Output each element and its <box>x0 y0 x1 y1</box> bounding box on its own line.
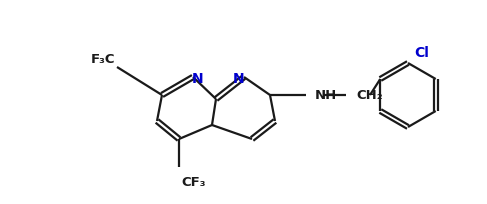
Text: NH: NH <box>315 89 337 102</box>
Text: F₃C: F₃C <box>91 53 115 66</box>
Text: N: N <box>233 72 245 86</box>
Text: N: N <box>192 72 204 86</box>
Text: CH₂: CH₂ <box>356 89 383 102</box>
Text: CF₃: CF₃ <box>181 175 206 188</box>
Text: Cl: Cl <box>414 46 429 60</box>
